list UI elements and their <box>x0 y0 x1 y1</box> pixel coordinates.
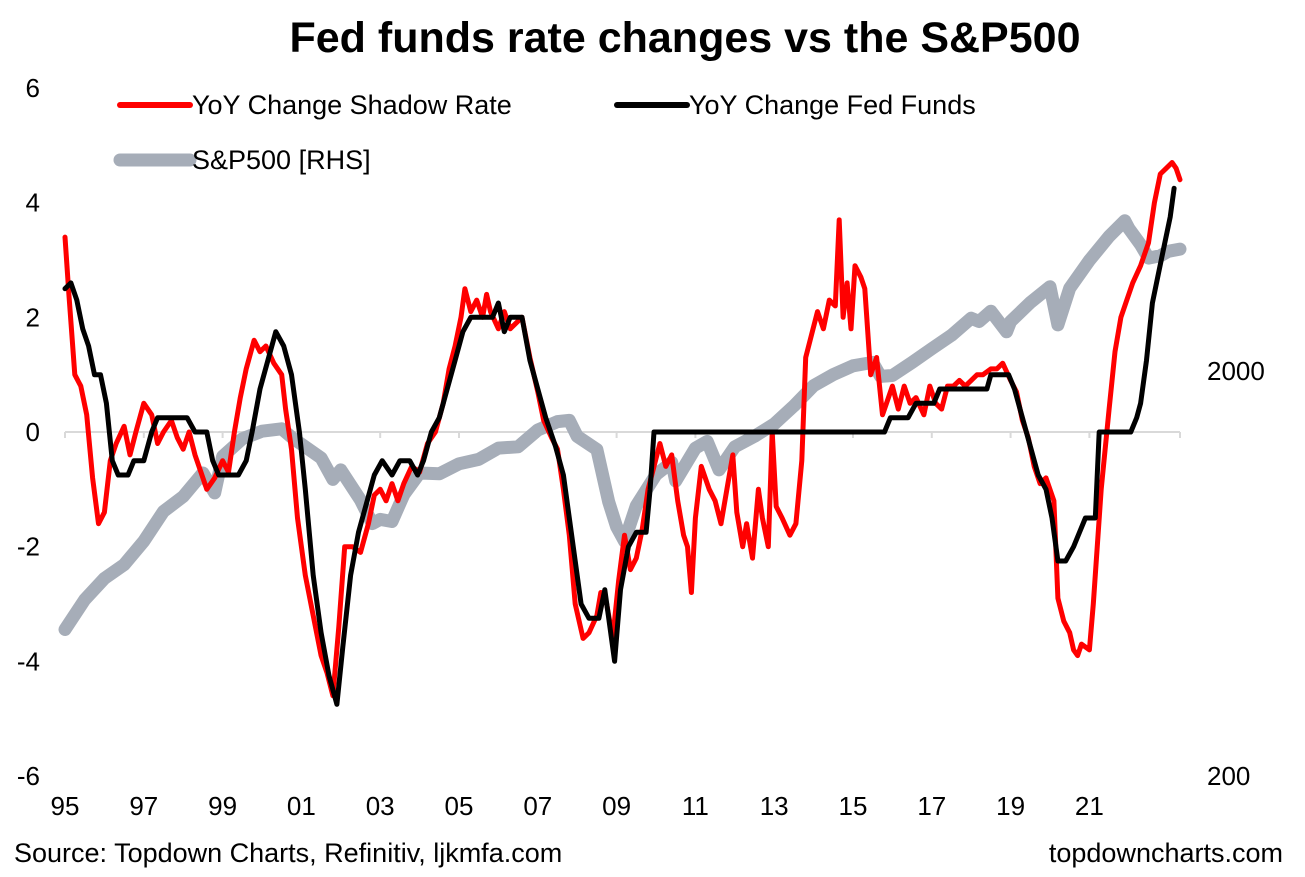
x-tick-label: 99 <box>208 791 237 821</box>
x-tick-label: 07 <box>523 791 552 821</box>
source-note: Source: Topdown Charts, Refinitiv, ljkmf… <box>14 838 563 868</box>
axes: 95 97 99 01 03 05 07 09 11 13 15 17 19 21 6 4 2 0 -2 -4 -6 20… <box>17 73 1265 821</box>
y-left-tick-label: -4 <box>17 646 40 676</box>
series-line-s-p500-rhs <box>58 214 1187 636</box>
y-left-tick-label: 2 <box>26 302 40 332</box>
x-tick-label: 15 <box>839 791 868 821</box>
x-tick-label: 19 <box>996 791 1025 821</box>
x-tick-label: 13 <box>760 791 789 821</box>
y-left-tick-label: 6 <box>26 73 40 103</box>
y-left-tick-label: 0 <box>26 417 40 447</box>
y-left-tick-label: -6 <box>17 761 40 791</box>
x-tick-label: 05 <box>445 791 474 821</box>
x-tick-label: 03 <box>366 791 395 821</box>
x-tick-label: 11 <box>682 791 709 821</box>
x-tick-label: 97 <box>129 791 158 821</box>
y-left-tick-label: 4 <box>26 188 40 218</box>
brand-note: topdowncharts.com <box>1048 838 1283 868</box>
x-tick-label: 95 <box>51 791 80 821</box>
x-tick-label: 21 <box>1075 791 1104 821</box>
y-right-tick-label: 2000 <box>1207 356 1265 386</box>
series-group <box>58 160 1187 707</box>
legend-label: YoY Change Shadow Rate <box>192 90 512 120</box>
y-right-tick-label: 200 <box>1207 761 1250 791</box>
y-left-tick-label: -2 <box>17 532 40 562</box>
series-line-yoy-change-shadow-rate <box>62 160 1183 699</box>
series-line-yoy-change-fed-funds <box>62 185 1177 707</box>
legend-label: YoY Change Fed Funds <box>689 90 976 120</box>
chart-title: Fed funds rate changes vs the S&P500 <box>289 14 1081 62</box>
x-tick-label: 17 <box>917 791 946 821</box>
legend: YoY Change Shadow Rate YoY Change Fed Fun… <box>113 90 976 175</box>
legend-label: S&P500 [RHS] <box>192 145 371 175</box>
x-tick-label: 01 <box>287 791 316 821</box>
x-tick-label: 09 <box>602 791 631 821</box>
